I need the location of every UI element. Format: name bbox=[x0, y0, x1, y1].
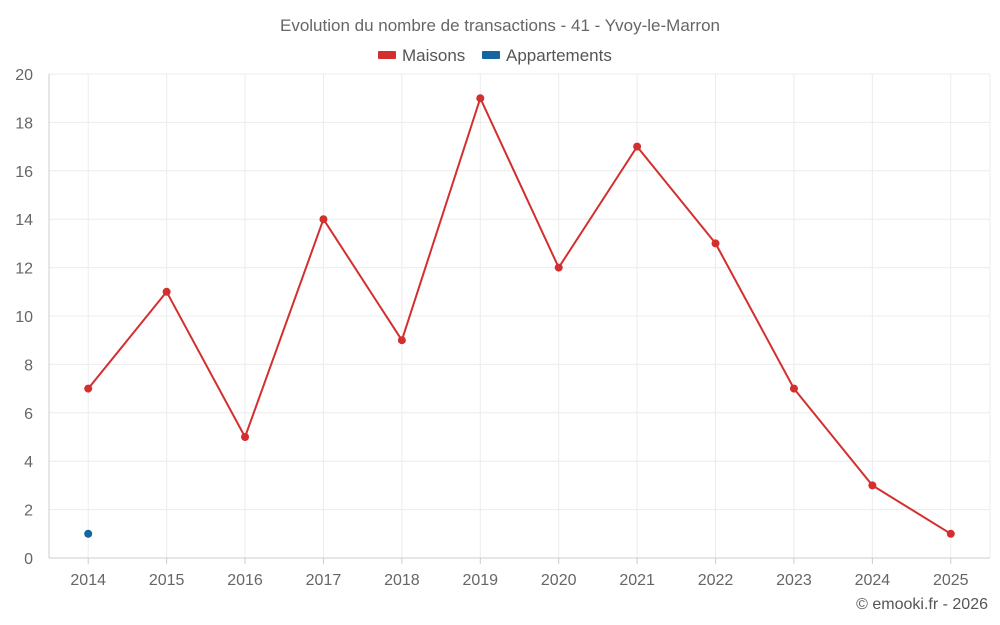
x-tick-label: 2014 bbox=[70, 572, 106, 589]
data-point-maisons-2020[interactable] bbox=[554, 263, 563, 272]
legend: Maisons Appartements bbox=[378, 46, 612, 65]
y-tick-label: 4 bbox=[24, 454, 33, 471]
data-point-maisons-2019[interactable] bbox=[476, 94, 485, 103]
y-tick-label: 2 bbox=[24, 503, 33, 520]
axes: 0 2 4 6 8 10 12 14 16 18 20 2014 2015 2016 2017 2018 201… bbox=[15, 67, 991, 589]
x-tick-label: 2021 bbox=[619, 572, 655, 589]
data-point-maisons-2022[interactable] bbox=[711, 239, 720, 248]
y-tick-label: 10 bbox=[15, 309, 33, 326]
legend-label-appartements: Appartements bbox=[506, 46, 612, 65]
data-point-maisons-2018[interactable] bbox=[397, 336, 406, 345]
series-layer bbox=[84, 94, 955, 538]
x-tick-label: 2025 bbox=[933, 572, 969, 589]
x-tick-label: 2017 bbox=[306, 572, 342, 589]
data-point-maisons-2025[interactable] bbox=[946, 529, 955, 538]
x-tick-label: 2015 bbox=[149, 572, 185, 589]
x-tick-label: 2018 bbox=[384, 572, 420, 589]
legend-swatch-maisons bbox=[378, 51, 396, 59]
x-tick-label: 2020 bbox=[541, 572, 577, 589]
y-tick-label: 6 bbox=[24, 406, 33, 423]
legend-swatch-appartements bbox=[482, 51, 500, 59]
y-tick-label: 14 bbox=[15, 212, 33, 229]
x-tick-label: 2024 bbox=[855, 572, 891, 589]
data-point-maisons-2021[interactable] bbox=[633, 142, 642, 151]
series-line-maisons bbox=[87, 97, 952, 535]
y-tick-label: 12 bbox=[15, 261, 33, 278]
y-tick-label: 16 bbox=[15, 164, 33, 181]
data-point-maisons-2016[interactable] bbox=[241, 433, 250, 441]
x-tick-label: 2022 bbox=[698, 572, 734, 589]
y-tick-label: 0 bbox=[24, 551, 33, 568]
credit-text: © emooki.fr - 2026 bbox=[856, 596, 988, 613]
data-point-maisons-2017[interactable] bbox=[319, 215, 328, 224]
x-tick-label: 2016 bbox=[227, 572, 263, 589]
legend-label-maisons: Maisons bbox=[402, 46, 465, 65]
data-point-maisons-2015[interactable] bbox=[162, 287, 171, 296]
y-tick-label: 18 bbox=[15, 115, 33, 132]
grid-lines bbox=[49, 73, 990, 558]
x-tick-label: 2023 bbox=[776, 572, 812, 589]
chart-title: Evolution du nombre de transactions - 41… bbox=[280, 16, 720, 35]
legend-item-maisons[interactable]: Maisons bbox=[378, 46, 465, 65]
data-point-maisons-2014[interactable] bbox=[84, 384, 93, 393]
data-point-appartements-2014[interactable] bbox=[84, 529, 93, 538]
data-point-maisons-2024[interactable] bbox=[868, 481, 877, 490]
y-tick-label: 8 bbox=[24, 357, 33, 374]
data-point-maisons-2023[interactable] bbox=[789, 384, 798, 393]
legend-item-appartements[interactable]: Appartements bbox=[482, 46, 612, 65]
y-tick-label: 20 bbox=[15, 67, 33, 84]
x-tick-label: 2019 bbox=[462, 572, 498, 589]
